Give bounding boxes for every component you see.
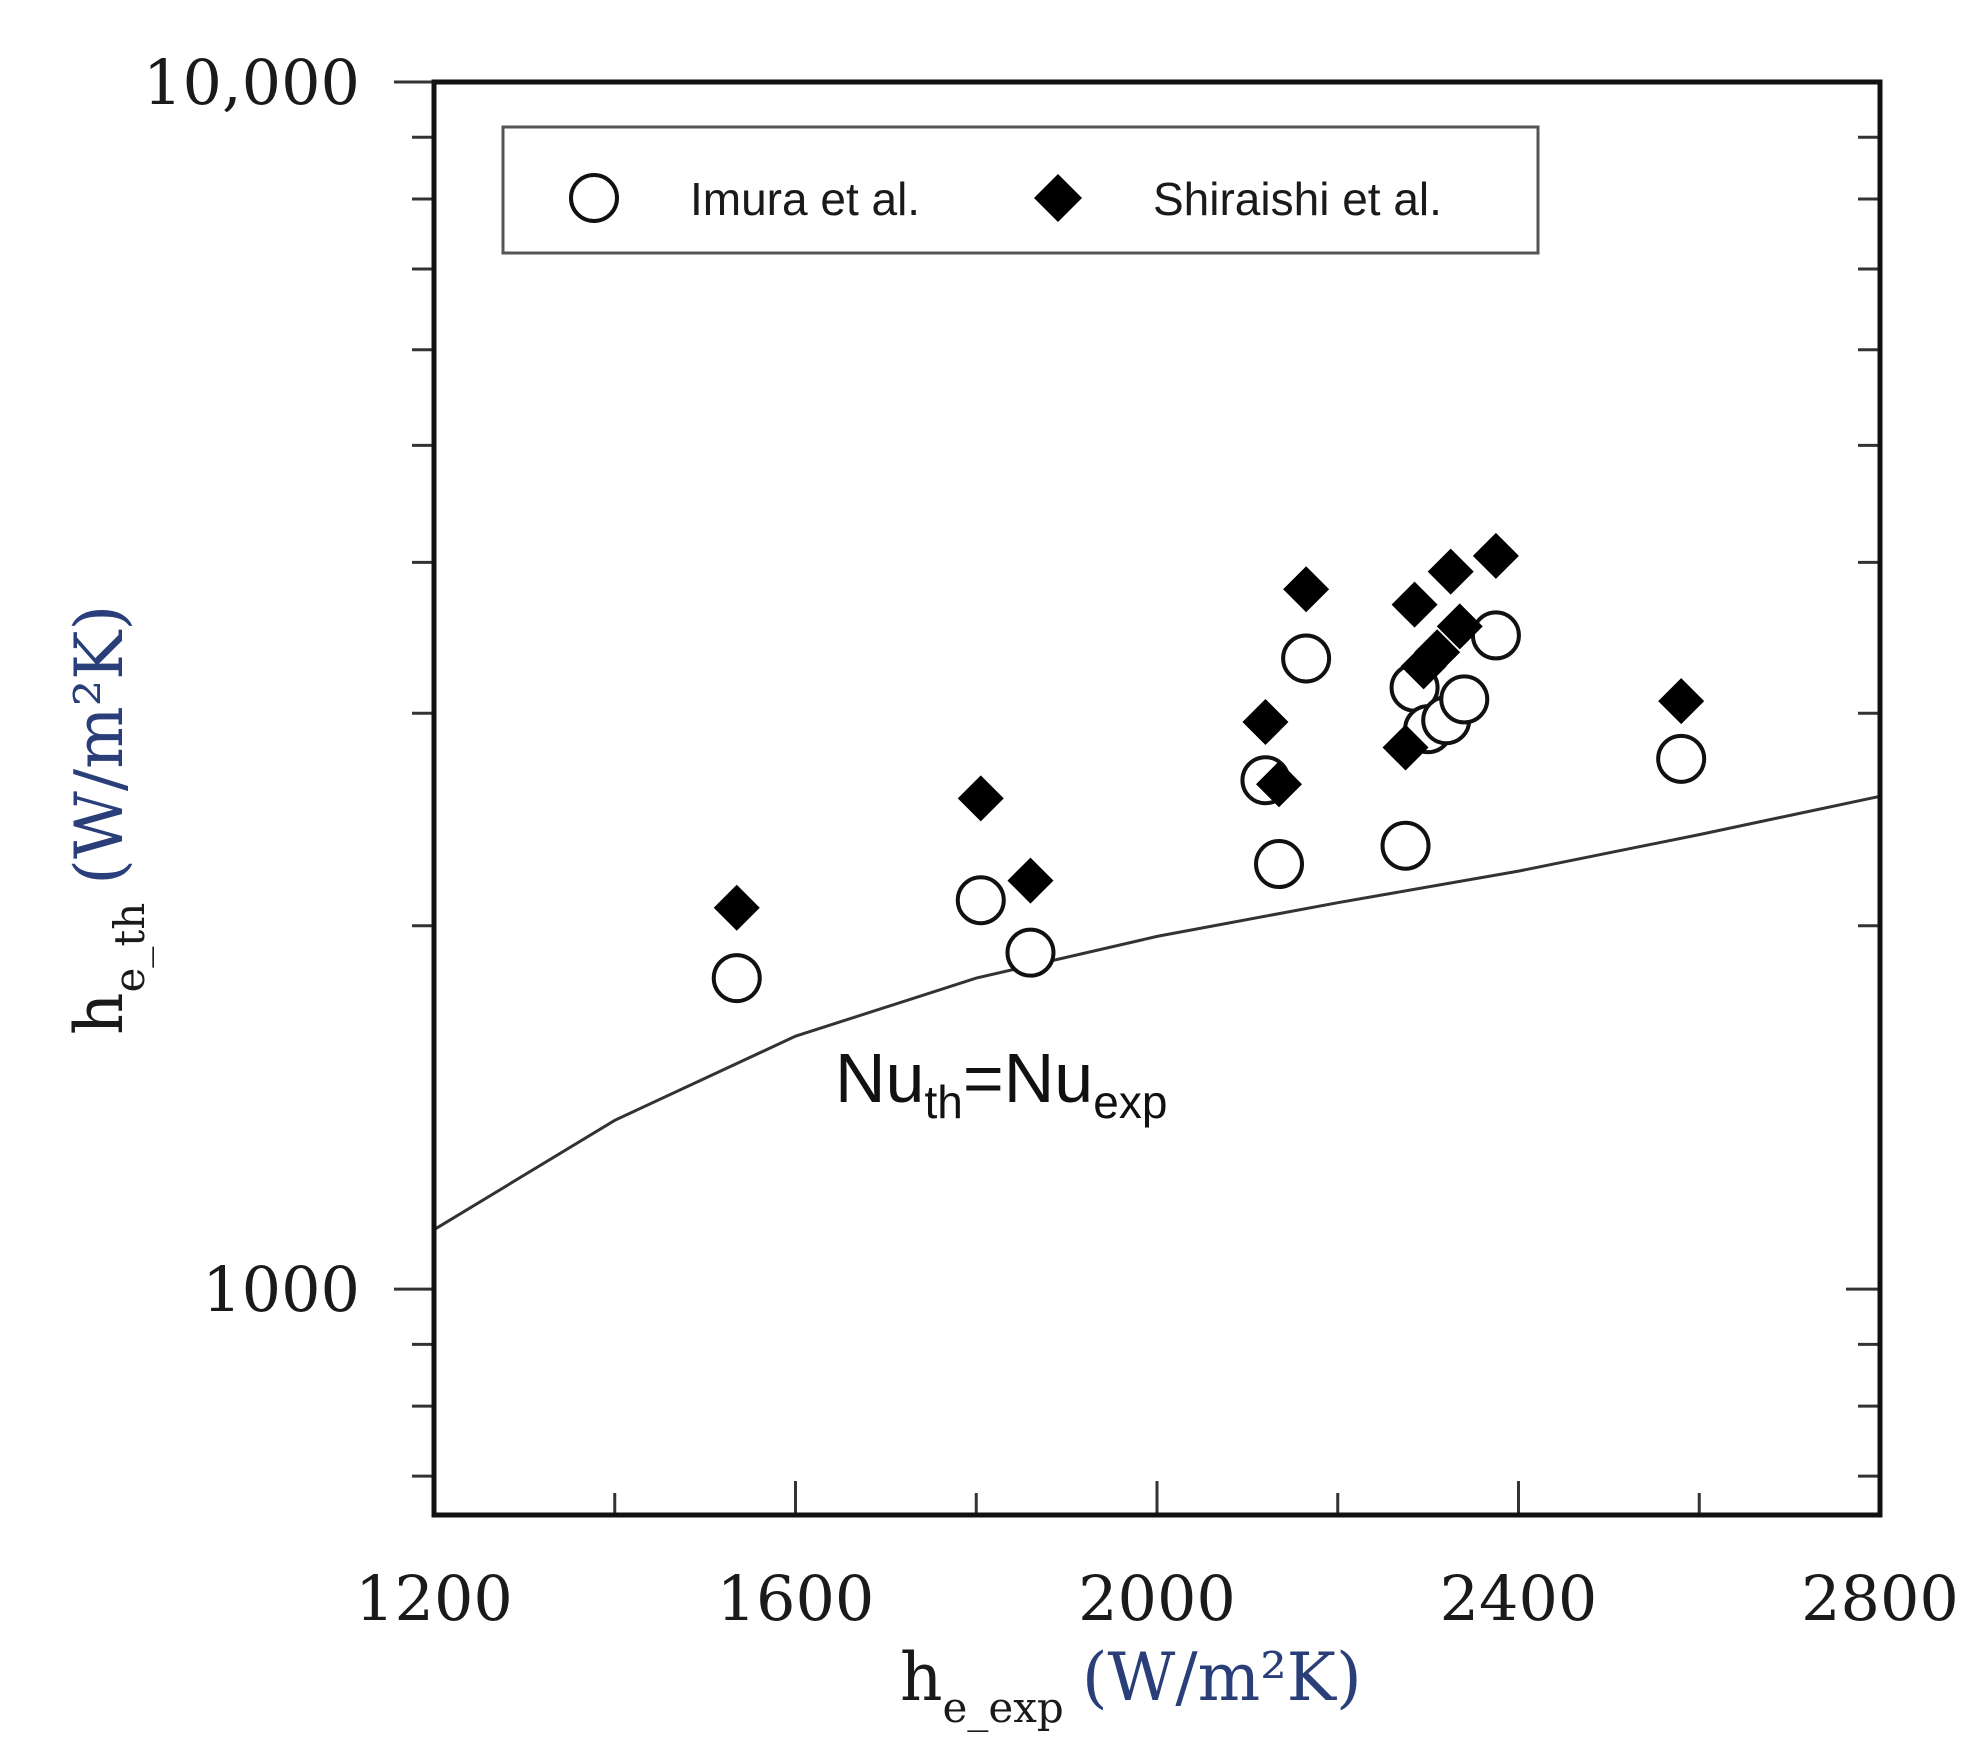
- shiraishi-point: [1414, 629, 1461, 676]
- shiraishi-point: [1242, 699, 1289, 746]
- legend-label-imura: Imura et al.: [690, 173, 920, 225]
- shiraishi-point: [1256, 761, 1303, 808]
- imura-point: [1380, 820, 1431, 871]
- shiraishi-point: [1658, 678, 1705, 725]
- shiraishi-point: [1391, 581, 1438, 628]
- plot-frame: [431, 79, 1883, 1518]
- imura-point: [1005, 927, 1056, 978]
- x-tick-label: 1600: [717, 1562, 875, 1635]
- imura-point: [1656, 733, 1707, 784]
- legend-marker-imura: [569, 173, 619, 223]
- shiraishi-point: [1436, 603, 1483, 650]
- shiraishi-point: [1382, 724, 1429, 771]
- x-tick-label: 2800: [1801, 1562, 1959, 1635]
- imura-point: [1470, 610, 1521, 661]
- shiraishi-point: [1283, 566, 1330, 613]
- y-tick-label: 10,000: [143, 46, 360, 119]
- imura-point: [1281, 633, 1332, 684]
- legend-marker-shiraishi: [1034, 174, 1082, 222]
- imura-point: [1254, 839, 1305, 890]
- shiraishi-point: [1007, 857, 1054, 904]
- legend-box: [501, 125, 1540, 255]
- points-layer: [711, 532, 1707, 1004]
- y-axis-title: he_th(W/m²K): [61, 605, 154, 1035]
- x-tick-label: 2400: [1440, 1562, 1598, 1635]
- nu-equality-curve: [433, 794, 1881, 1231]
- imura-point: [955, 875, 1006, 926]
- shiraishi-point: [957, 775, 1004, 822]
- y-tick-label: 1000: [202, 1253, 360, 1326]
- curve-annotation: Nuth=Nuexp: [835, 1039, 1167, 1128]
- x-tick-label: 2000: [1078, 1562, 1236, 1635]
- imura-point: [711, 953, 762, 1004]
- ticks-layer: 1200 1600 2000 2400 2800 1000 10,000: [143, 46, 1959, 1635]
- x-axis-title: he_exp (W/m²K): [900, 1639, 1362, 1732]
- legend-label-shiraishi: Shiraishi et al.: [1153, 173, 1442, 225]
- legend: Imura et al. Shiraishi et al.: [501, 125, 1540, 255]
- x-tick-label: 1200: [355, 1562, 513, 1635]
- curve-layer: [433, 794, 1881, 1231]
- shiraishi-point: [713, 884, 760, 931]
- shiraishi-point: [1472, 532, 1519, 579]
- imura-point: [1439, 674, 1490, 725]
- shiraishi-point: [1427, 548, 1474, 595]
